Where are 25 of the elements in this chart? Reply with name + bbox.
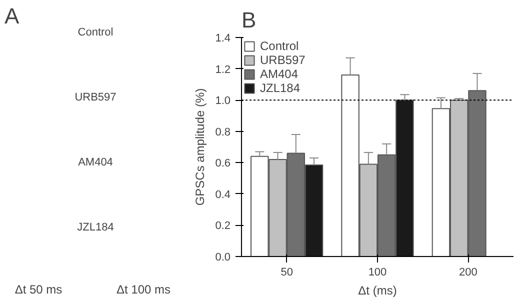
text: Control xyxy=(78,26,114,38)
y-tick-label: 0.8 xyxy=(215,126,231,138)
y-tick-label: 0.0 xyxy=(215,252,231,264)
text: Δt 100 ms xyxy=(116,282,171,296)
legend-label: URB597 xyxy=(260,53,306,67)
text: Δt 50 ms xyxy=(14,282,62,296)
text: A xyxy=(4,4,20,28)
y-tick-label: 1.0 xyxy=(215,95,231,108)
x-axis-title: Δt (ms) xyxy=(358,284,397,298)
y-tick-label: 1.4 xyxy=(215,32,231,44)
y-tick-label: 0.4 xyxy=(215,188,231,201)
y-axis-title: GPSCs amplitude (%) xyxy=(193,88,208,206)
x-tick-label: 50 xyxy=(280,266,293,278)
legend-label: AM404 xyxy=(260,67,298,81)
y-tick-label: 0.2 xyxy=(215,220,231,232)
text: JZL184 xyxy=(77,222,114,234)
text: URB597 xyxy=(74,92,116,104)
text: AM404 xyxy=(78,156,113,168)
y-tick-label: 0.6 xyxy=(215,158,231,170)
x-tick-label: 100 xyxy=(368,266,387,278)
x-tick-label: 200 xyxy=(458,266,478,278)
legend-label: JZL184 xyxy=(260,81,300,95)
legend-label: Control xyxy=(260,39,299,53)
chart-title: B xyxy=(242,8,256,32)
y-tick-label: 1.2 xyxy=(215,64,231,76)
